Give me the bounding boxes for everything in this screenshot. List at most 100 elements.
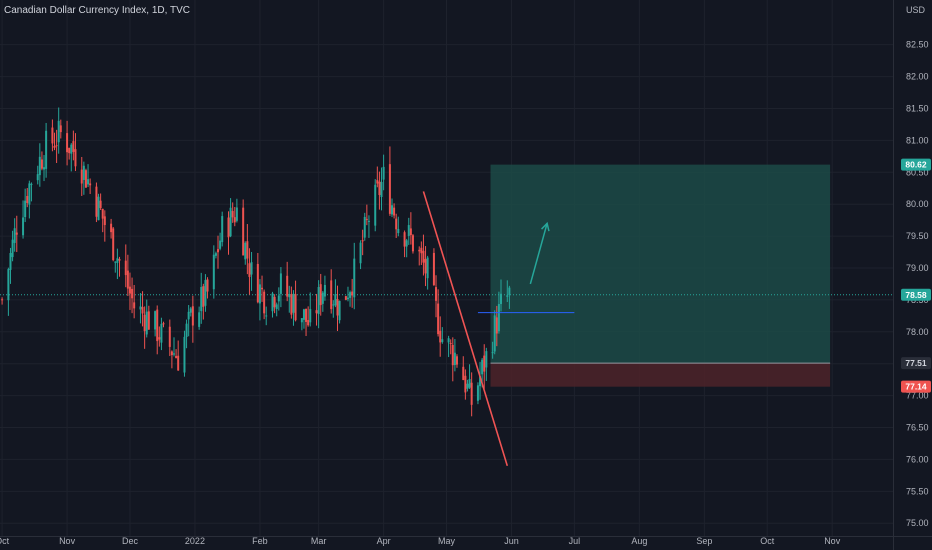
candle-body [118,259,121,261]
candle-body [1,299,4,301]
drawings [422,191,575,467]
candle-body [158,337,161,340]
candle-body [349,292,352,298]
candle-body [271,293,274,312]
x-tick-label: Sep [696,536,712,546]
y-tick-label: 76.50 [906,423,929,433]
candle-body [300,318,303,323]
candle-body [80,169,83,184]
candle-body [177,355,180,371]
x-tick-label: Apr [377,536,391,546]
position-zones [0,164,893,387]
candle-body [292,293,295,313]
candle-body [219,240,222,249]
candle-body [334,294,337,306]
candle-body [162,323,165,325]
y-tick-label: 80.00 [906,199,929,209]
candle-body [273,296,276,308]
candle-body [380,181,383,197]
candle-body [290,294,293,315]
price-tag [901,288,931,301]
candle-body [409,228,412,236]
candle-body [418,249,421,252]
candle-body [36,174,39,181]
candle-body [497,304,500,332]
candle-body [470,382,473,405]
price-tag-label: 77.51 [905,358,927,368]
candle-body [261,287,264,290]
candle-body [124,260,127,276]
candle-body [338,300,341,321]
x-tick-label: Mar [311,536,327,546]
candle-body [89,183,92,186]
candle-body [139,306,142,310]
candle-body [97,196,100,221]
y-tick-label: 75.50 [906,486,929,496]
candle-body [317,287,320,315]
candle-body [235,207,238,221]
candle-body [397,228,400,234]
candle-body [258,284,261,304]
candle-body [476,385,479,401]
candle-body [393,207,396,216]
candle-body [70,144,73,154]
candle-body [395,218,398,230]
candle-body [330,280,333,310]
candle-body [221,216,224,243]
candle-body [288,294,291,298]
candle-body [390,205,393,215]
candle-body [242,207,245,256]
candle-body [246,241,249,259]
candle-body [307,320,310,326]
candle-body [11,239,14,258]
candle-body [200,286,203,312]
x-tick-label: Oct [760,536,775,546]
x-tick-label: Feb [252,536,268,546]
candle-body [481,359,484,375]
candle-body [212,254,215,290]
candle-body [403,232,406,247]
y-tick-label: 80.50 [906,167,929,177]
y-tick-label: 79.00 [906,263,929,273]
y-tick-label: 75.00 [906,518,929,528]
candle-body [441,339,444,343]
candle-body [346,297,349,300]
candle-body [156,309,159,342]
candle-body [422,250,425,263]
candle-body [128,286,131,294]
price-tag [901,158,931,171]
candle-body [15,232,18,235]
candle-body [57,120,60,143]
candle-body [468,379,471,388]
candle-body [336,298,339,316]
candle-body [74,149,77,167]
candle-body [250,262,253,275]
candle-body [323,284,326,297]
candle-body [265,315,268,317]
candle-body [131,288,134,299]
candle-body [202,286,205,307]
y-tick-label: 81.50 [906,103,929,113]
candle-body [365,218,368,220]
candle-body [30,183,33,185]
y-tick-label: 78.00 [906,327,929,337]
candle-body [231,211,234,218]
candle-body [170,351,173,356]
candle-body [491,352,494,354]
candle-body [435,287,438,301]
candle-body [187,311,190,320]
candle-body [145,311,148,335]
candle-body [374,184,377,226]
candle-body [319,284,322,306]
candle-body [66,133,69,153]
price-tag [901,357,931,370]
x-tick-label: Oct [0,536,10,546]
candle-body [432,252,435,285]
candle-body [51,127,54,144]
candle-body [305,308,308,322]
candle-body [40,159,43,169]
x-axis: Oct Nov Dec 2022 Feb Mar Apr May Jun Jul Aug Sep Oct… [0,536,841,546]
candle-body [426,257,429,279]
